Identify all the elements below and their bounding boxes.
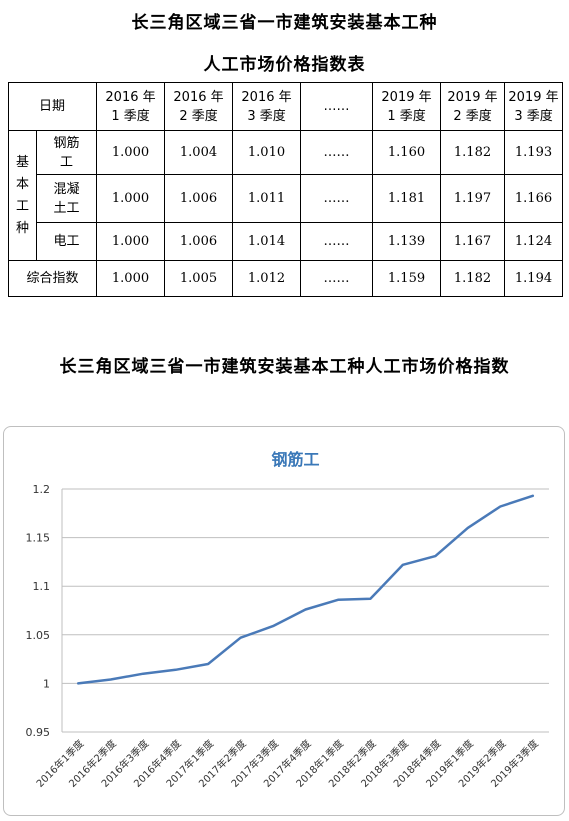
series-line	[76, 494, 535, 685]
row-label-line: 钢筋	[53, 135, 80, 151]
date-header-cell: 日期	[7, 82, 98, 131]
value-cell: ……	[300, 174, 374, 223]
col-header-quarter: 2 季度	[179, 108, 218, 124]
row-label: 钢筋工	[35, 130, 98, 175]
col-header: 2016 年 2 季度	[164, 82, 234, 131]
y-tick-label: 0.95	[26, 726, 51, 739]
value-cell: ……	[300, 130, 374, 175]
col-header-year: 2019 年	[447, 89, 498, 105]
value-cell: 1.159	[372, 260, 442, 297]
col-header-year: 2019 年	[381, 89, 432, 105]
value-cell: 1.014	[232, 222, 302, 261]
col-header: 2016 年 1 季度	[96, 82, 166, 131]
row-label-line: 土工	[53, 200, 80, 216]
value-cell: 1.005	[164, 260, 234, 297]
value-cell: 1.160	[372, 130, 442, 175]
col-header-year: 2019 年	[508, 89, 559, 105]
value-cell: 1.193	[504, 130, 564, 175]
value-cell: 1.000	[96, 260, 166, 297]
group-label-cell: 基 本 工 种	[8, 130, 37, 261]
value-cell: 1.000	[96, 174, 166, 223]
value-cell: 1.124	[504, 222, 564, 261]
line-chart: 钢筋工0.9511.051.11.151.22016年1季度2016年2季度20…	[26, 450, 549, 790]
value-cell: 1.182	[440, 260, 506, 297]
col-header-quarter: 2 季度	[453, 108, 492, 124]
price-index-table: 日期 2016 年 1 季度 2016 年 2 季度 2016 年 3 季度 …… 2…	[7, 82, 564, 297]
chart-title: 钢筋工	[271, 450, 319, 469]
col-header: 2019 年 1 季度	[372, 82, 442, 131]
value-cell: 1.166	[504, 174, 564, 223]
group-label-char: 种	[15, 220, 29, 236]
total-label: 综合指数	[7, 260, 98, 297]
value-cell: 1.194	[504, 260, 564, 297]
value-cell: 1.000	[96, 130, 166, 175]
row-label-line: 电工	[53, 234, 80, 249]
row-label-line: 混凝	[53, 181, 80, 197]
col-header-ellipsis: ……	[300, 82, 374, 131]
y-tick-label: 1.05	[26, 629, 51, 642]
value-cell: 1.182	[440, 130, 506, 175]
chart-frame: 钢筋工 0.95 1 1.05 1.1 1.15 1.2 2016年1季度 2016年2季度 20…	[3, 426, 565, 816]
group-label-char: 本	[15, 176, 29, 192]
value-cell: 1.197	[440, 174, 506, 223]
col-header-year: ……	[323, 99, 350, 114]
value-cell: 1.139	[372, 222, 442, 261]
total-row: 综合指数 1.000 1.005 1.012 …… 1.159 1.182 1.…	[7, 260, 564, 297]
col-header-quarter: 1 季度	[111, 108, 150, 124]
group-label-char: 基	[15, 154, 29, 170]
col-header-year: 2016 年	[105, 89, 156, 105]
value-cell: 1.010	[232, 130, 302, 175]
col-header-year: 2016 年	[241, 89, 292, 105]
value-cell: 1.012	[232, 260, 302, 297]
chart-section-title: 长三角区域三省一市建筑安装基本工种人工市场价格指数	[59, 357, 510, 377]
value-cell: 1.006	[164, 222, 234, 261]
y-tick-label: 1.15	[26, 532, 51, 545]
y-tick-label: 1.2	[33, 483, 51, 496]
date-header: 日期	[39, 99, 66, 114]
group-label-char: 工	[15, 198, 29, 214]
table-title-line1: 长三角区域三省一市建筑安装基本工种	[131, 13, 438, 33]
table-row: 基 本 工 种 钢筋工 1.000 1.004 1.010 …… 1.160 1…	[8, 130, 564, 261]
table-row: 电工 1.000 1.006 1.014 …… 1.139 1.167 1.12…	[9, 222, 564, 261]
value-cell: 1.181	[372, 174, 442, 223]
col-header: 2019 年 2 季度	[440, 82, 506, 131]
value-cell: 1.011	[232, 174, 302, 223]
value-cell: 1.167	[440, 222, 506, 261]
row-label: 混凝 土工	[35, 174, 98, 223]
value-cell: 1.006	[164, 174, 234, 223]
value-cell: 1.004	[164, 130, 234, 175]
col-header: 2019 年 3 季度	[504, 82, 564, 131]
col-header-quarter: 3 季度	[247, 108, 286, 124]
col-header-quarter: 1 季度	[387, 108, 426, 124]
value-cell: ……	[300, 260, 374, 297]
col-header-year: 2016 年	[173, 89, 224, 105]
table-row: 混凝土工 1.000 1.006 1.011 …… 1.181 1.197 1.…	[9, 174, 564, 223]
row-label-line: 工	[60, 154, 74, 170]
header-row: 日期 2016 年 1 季度 2016 年 2 季度 2016 年 3 季度 …… 2…	[7, 82, 564, 131]
value-cell: 1.000	[96, 222, 166, 261]
value-cell: ……	[300, 222, 374, 261]
col-header: 2016 年 3 季度	[232, 82, 302, 131]
table-title-line2: 人工市场价格指数表	[203, 55, 366, 75]
y-tick-label: 1.1	[33, 580, 51, 593]
row-label: 电工	[35, 222, 98, 261]
col-header-quarter: 3 季度	[514, 108, 553, 124]
y-tick-label: 1	[43, 677, 50, 690]
